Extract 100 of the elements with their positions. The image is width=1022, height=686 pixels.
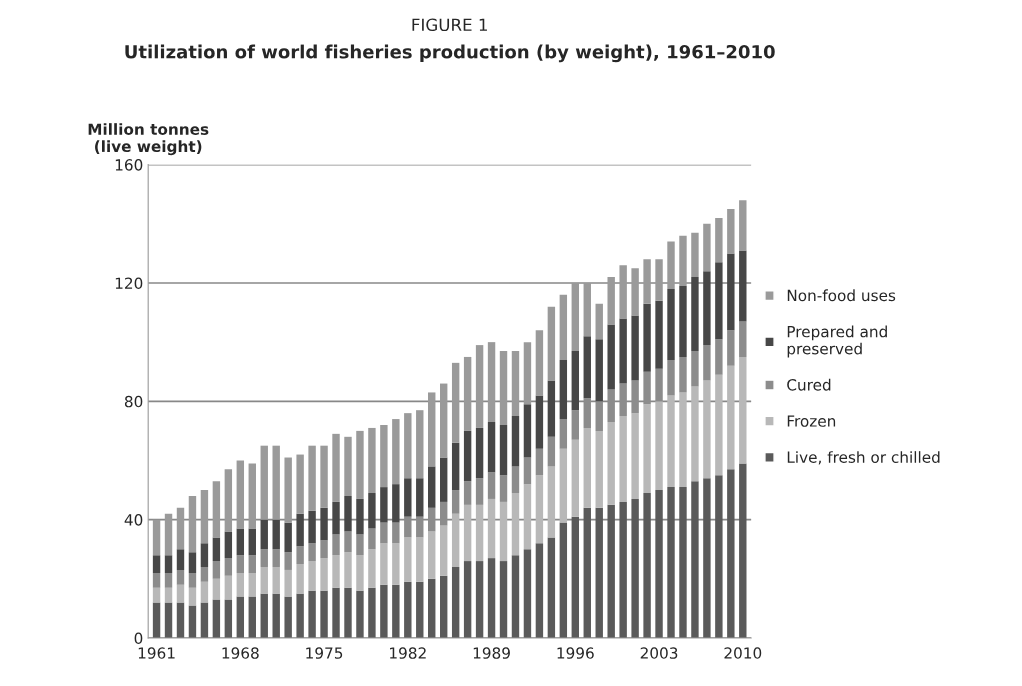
bar [260, 593, 268, 638]
bar [451, 513, 460, 567]
y-tick-label: 0 [134, 632, 143, 644]
bar [451, 490, 460, 514]
bar [463, 561, 472, 638]
bar [188, 572, 197, 588]
x-tick-label: 1961 [138, 647, 175, 659]
bar [368, 587, 376, 638]
bar [499, 351, 508, 425]
bar [619, 265, 627, 319]
bar [284, 552, 292, 570]
bar [416, 537, 424, 582]
bar [404, 478, 412, 517]
bar [212, 481, 221, 538]
bar [499, 561, 508, 638]
bar [487, 498, 496, 559]
bar [320, 507, 328, 541]
bar [631, 315, 639, 381]
bar [356, 430, 364, 499]
bar [475, 427, 484, 479]
bar [200, 490, 209, 544]
bar [332, 433, 340, 502]
bar [571, 282, 580, 352]
bar [655, 490, 663, 638]
bar [619, 416, 627, 502]
bar [739, 321, 747, 357]
bar [212, 561, 221, 579]
bar [655, 259, 663, 301]
bar [236, 528, 245, 556]
bar [583, 507, 591, 638]
y-tick-label: 120 [115, 277, 143, 289]
bar [236, 572, 245, 597]
bar [583, 336, 591, 399]
bar [296, 454, 304, 514]
bar [236, 460, 245, 529]
bar [679, 285, 687, 357]
bar [260, 445, 268, 520]
bar [164, 513, 173, 556]
bar [703, 478, 711, 638]
bar [703, 345, 711, 381]
bar [463, 356, 472, 431]
bar [439, 575, 448, 638]
bar [595, 430, 603, 508]
bar [691, 351, 699, 387]
bar [451, 442, 460, 491]
bar [715, 475, 723, 638]
bar [535, 475, 544, 544]
bar [188, 587, 197, 606]
bar [164, 572, 173, 588]
bar [655, 401, 663, 491]
bar [715, 374, 723, 476]
bar [475, 345, 484, 428]
bar [487, 422, 496, 473]
bar [368, 493, 376, 529]
bar [296, 546, 304, 565]
bar [368, 427, 376, 494]
bar [643, 259, 651, 304]
bar [547, 380, 556, 437]
bar [224, 531, 233, 559]
bar [487, 342, 496, 423]
bar [667, 359, 675, 396]
bar [248, 596, 256, 638]
bar [667, 241, 675, 289]
bar [679, 356, 687, 393]
bar [260, 519, 268, 550]
bar [715, 339, 723, 375]
bar [739, 356, 747, 464]
bar [439, 457, 448, 502]
bar [439, 383, 448, 458]
bar [344, 587, 352, 638]
bar [691, 481, 699, 638]
bar [535, 395, 544, 449]
bar [296, 593, 304, 638]
bar [224, 469, 233, 532]
bar [499, 475, 508, 502]
legend-label: Non-food uses [787, 289, 896, 302]
bar [356, 555, 364, 591]
bar [404, 413, 412, 479]
legend-label: Prepared and preserved [787, 325, 887, 358]
bar [380, 487, 388, 523]
bar [404, 581, 412, 638]
chart-title: FIGURE 1 [412, 18, 487, 32]
bar [248, 528, 256, 556]
bar [380, 584, 388, 638]
x-tick-label: 2003 [640, 647, 678, 659]
bar [416, 581, 424, 638]
bar [308, 561, 316, 591]
x-tick-label: 1996 [557, 647, 594, 659]
bar [739, 200, 747, 251]
bar [727, 469, 735, 638]
bar [619, 318, 627, 384]
bar [643, 303, 651, 372]
bar [164, 602, 173, 638]
bar [487, 472, 496, 499]
bar [547, 537, 556, 638]
bar [511, 416, 520, 467]
bar [511, 555, 520, 638]
bar [739, 250, 747, 322]
bar [392, 522, 400, 544]
bar [475, 561, 484, 638]
